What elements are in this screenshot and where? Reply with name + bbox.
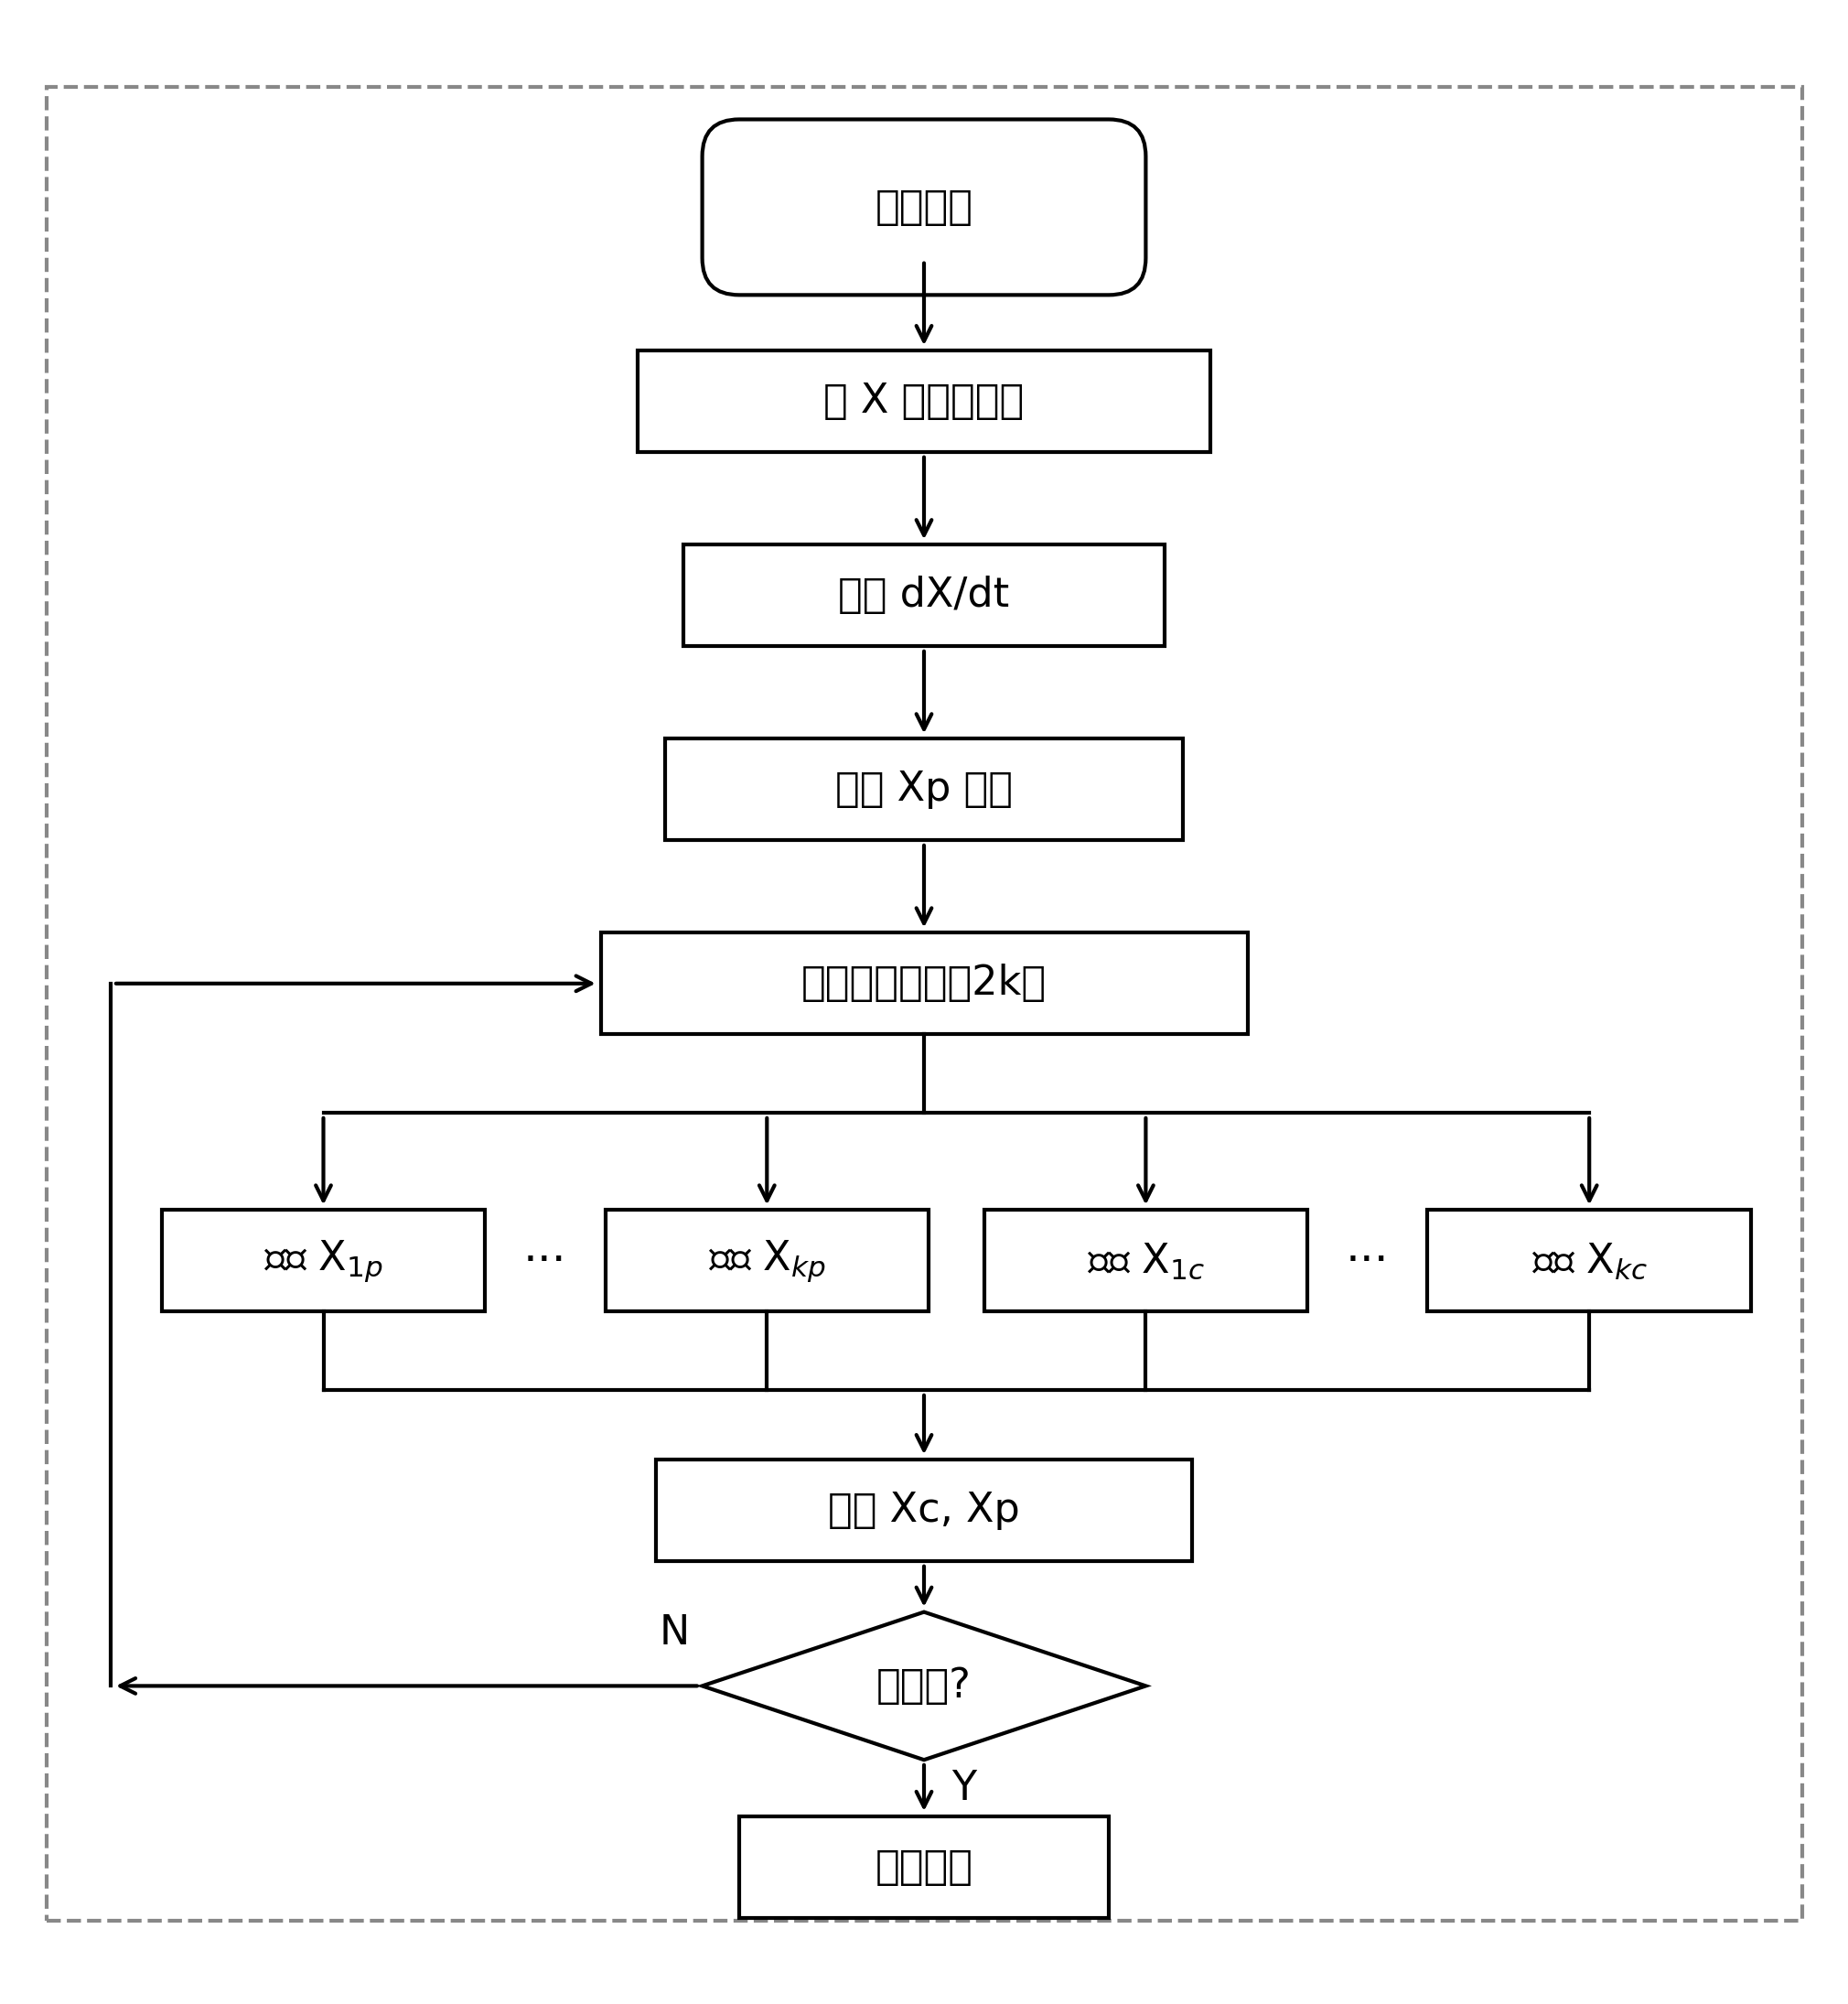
Text: ···: ··· — [1345, 1238, 1390, 1283]
Text: 赋 X 两步初始值: 赋 X 两步初始值 — [824, 381, 1024, 421]
Text: 计算 X$_{1p}$: 计算 X$_{1p}$ — [264, 1238, 383, 1285]
Text: 同步 Xc, Xp: 同步 Xc, Xp — [828, 1491, 1020, 1529]
FancyBboxPatch shape — [702, 120, 1146, 295]
Text: 计算 dX/dt: 计算 dX/dt — [839, 575, 1009, 615]
Text: Y: Y — [952, 1768, 976, 1808]
Text: 仿真结束: 仿真结束 — [876, 1848, 972, 1886]
FancyBboxPatch shape — [1427, 1210, 1752, 1311]
Text: 结束吗?: 结束吗? — [876, 1665, 972, 1705]
Text: 计算 X$_{kc}$: 计算 X$_{kc}$ — [1530, 1240, 1648, 1281]
FancyBboxPatch shape — [638, 351, 1210, 453]
FancyBboxPatch shape — [606, 1210, 928, 1311]
FancyBboxPatch shape — [739, 1816, 1109, 1918]
FancyBboxPatch shape — [665, 739, 1183, 840]
FancyBboxPatch shape — [983, 1210, 1308, 1311]
Text: 仿真开始: 仿真开始 — [876, 188, 972, 226]
FancyBboxPatch shape — [46, 86, 1802, 1920]
Polygon shape — [702, 1611, 1146, 1760]
Text: ···: ··· — [523, 1238, 567, 1283]
Text: 计算 Xp 初值: 计算 Xp 初值 — [835, 770, 1013, 810]
Text: 开始并行计算（2k）: 开始并行计算（2k） — [802, 964, 1046, 1004]
FancyBboxPatch shape — [656, 1459, 1192, 1561]
Text: N: N — [660, 1613, 689, 1653]
Text: 计算 X$_{1c}$: 计算 X$_{1c}$ — [1087, 1240, 1205, 1281]
FancyBboxPatch shape — [601, 932, 1247, 1034]
FancyBboxPatch shape — [163, 1210, 484, 1311]
Text: 计算 X$_{kp}$: 计算 X$_{kp}$ — [708, 1238, 826, 1285]
FancyBboxPatch shape — [684, 545, 1164, 645]
